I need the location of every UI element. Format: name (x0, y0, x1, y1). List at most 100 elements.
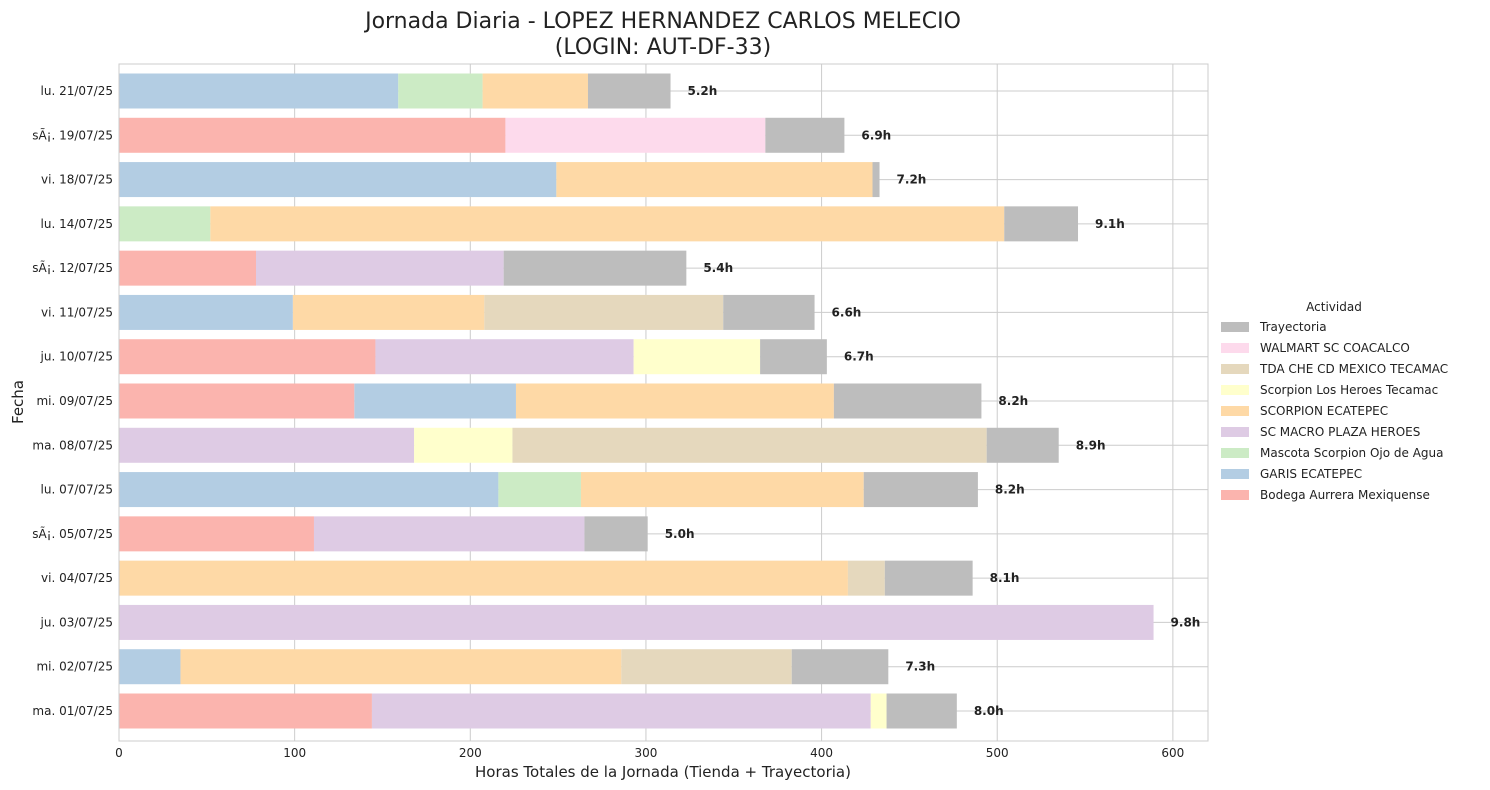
bar-segment (515, 383, 834, 419)
x-tick-label: 100 (283, 746, 306, 760)
bar-segment (119, 427, 415, 463)
legend-swatch (1221, 490, 1249, 500)
bar-total-label: 7.2h (897, 173, 927, 187)
bar-total-label: 6.9h (861, 128, 891, 142)
bar-total-label: 8.0h (974, 704, 1004, 718)
bar-segment (760, 339, 827, 375)
x-tick-label: 600 (1161, 746, 1184, 760)
legend-entry: GARIS ECATEPEC (1260, 467, 1362, 481)
bar-segment (119, 162, 557, 198)
y-tick-label: sÃ¡. 12/07/25 (32, 260, 113, 275)
x-tick-label: 200 (459, 746, 482, 760)
x-axis-label: Horas Totales de la Jornada (Tienda + Tr… (475, 763, 851, 781)
ticks: 0 100 200 300 400 500 600 lu. 21/07/25 sÃ¡. 19/0… (32, 84, 1184, 760)
bar-segment (354, 383, 516, 419)
y-tick-label: vi. 11/07/25 (41, 305, 113, 319)
bar-segment (580, 472, 864, 508)
y-tick-label: vi. 18/07/25 (41, 173, 113, 187)
bar-segment (847, 560, 885, 596)
legend-entry: Trayectoria (1259, 320, 1327, 334)
bar-segment (1004, 206, 1079, 242)
bar-segment (119, 206, 211, 242)
bar-segment (621, 649, 792, 685)
y-tick-label: lu. 14/07/25 (41, 217, 113, 231)
legend-entry: Bodega Aurrera Mexiquense (1260, 488, 1430, 502)
bar-segment (119, 693, 372, 729)
y-axis-label: Fecha (9, 380, 27, 424)
y-tick-label: lu. 07/07/25 (41, 483, 113, 497)
bar-segment (872, 162, 880, 198)
bar-segment (484, 294, 724, 330)
bar-segment (119, 604, 1154, 640)
bar-segment (292, 294, 485, 330)
bar-segment (587, 73, 671, 109)
plot-frame (118, 63, 1209, 742)
bar-total-label: 7.3h (905, 660, 935, 674)
y-tick-label: vi. 04/07/25 (41, 571, 113, 585)
bar-total-label: 9.8h (1171, 615, 1201, 629)
legend: Actividad Trayectoria WALMART SC COACALCO… (1221, 300, 1448, 502)
y-tick-label: ju. 10/07/25 (40, 350, 113, 364)
y-tick-label: sÃ¡. 19/07/25 (32, 127, 113, 142)
bar-segment (119, 560, 848, 596)
bar-segment (791, 649, 889, 685)
bars (119, 73, 1154, 729)
legend-title: Actividad (1306, 300, 1362, 314)
bar-segment (371, 693, 871, 729)
bar-segment (119, 649, 181, 685)
legend-swatch (1221, 322, 1249, 332)
bar-segment (886, 693, 957, 729)
bar-segment (398, 73, 483, 109)
bar-segment (414, 427, 513, 463)
bar-segment (503, 250, 687, 286)
bar-segment (119, 339, 376, 375)
bar-segment (505, 117, 766, 153)
bar-segment (556, 162, 873, 198)
y-tick-label: lu. 21/07/25 (41, 84, 113, 98)
bar-segment (986, 427, 1059, 463)
total-labels: 5.2h 6.9h 7.2h 9.1h 5.4h 6.6h 6.7h 8.2h 8.9h 8.2h… (665, 84, 1201, 718)
bar-total-label: 5.4h (703, 261, 733, 275)
bar-segment (633, 339, 761, 375)
legend-swatch (1221, 406, 1249, 416)
legend-entry: SC MACRO PLAZA HEROES (1260, 425, 1420, 439)
bar-segment (498, 472, 581, 508)
legend-swatch (1221, 448, 1249, 458)
y-tick-label: sÃ¡. 05/07/25 (32, 526, 113, 541)
bar-segment (256, 250, 504, 286)
bar-total-label: 6.6h (832, 305, 862, 319)
y-tick-label: ma. 01/07/25 (32, 704, 113, 718)
legend-swatch (1221, 427, 1249, 437)
legend-entry: Scorpion Los Heroes Tecamac (1260, 383, 1438, 397)
x-tick-label: 0 (115, 746, 123, 760)
x-tick-label: 400 (810, 746, 833, 760)
bar-segment (863, 472, 978, 508)
bar-segment (584, 516, 648, 552)
bar-segment (723, 294, 815, 330)
bar-segment (119, 294, 293, 330)
bar-segment (119, 516, 314, 552)
bar-total-label: 6.7h (844, 350, 874, 364)
bar-segment (870, 693, 887, 729)
bar-total-label: 5.0h (665, 527, 695, 541)
bar-segment (119, 73, 399, 109)
legend-swatch (1221, 364, 1249, 374)
y-tick-label: ma. 08/07/25 (32, 438, 113, 452)
bar-segment (833, 383, 982, 419)
legend-swatch (1221, 343, 1249, 353)
legend-swatch (1221, 385, 1249, 395)
chart-title-line2: (LOGIN: AUT-DF-33) (555, 35, 771, 60)
y-tick-label: ju. 03/07/25 (40, 615, 113, 629)
legend-entry: TDA CHE CD MEXICO TECAMAC (1259, 362, 1448, 376)
y-tick-label: mi. 02/07/25 (36, 660, 113, 674)
bar-segment (313, 516, 585, 552)
bar-segment (765, 117, 845, 153)
bar-total-label: 8.9h (1076, 438, 1106, 452)
bar-total-label: 8.2h (998, 394, 1028, 408)
bar-total-label: 9.1h (1095, 217, 1125, 231)
bar-segment (119, 117, 506, 153)
bar-segment (884, 560, 973, 596)
bar-total-label: 8.1h (990, 571, 1020, 585)
